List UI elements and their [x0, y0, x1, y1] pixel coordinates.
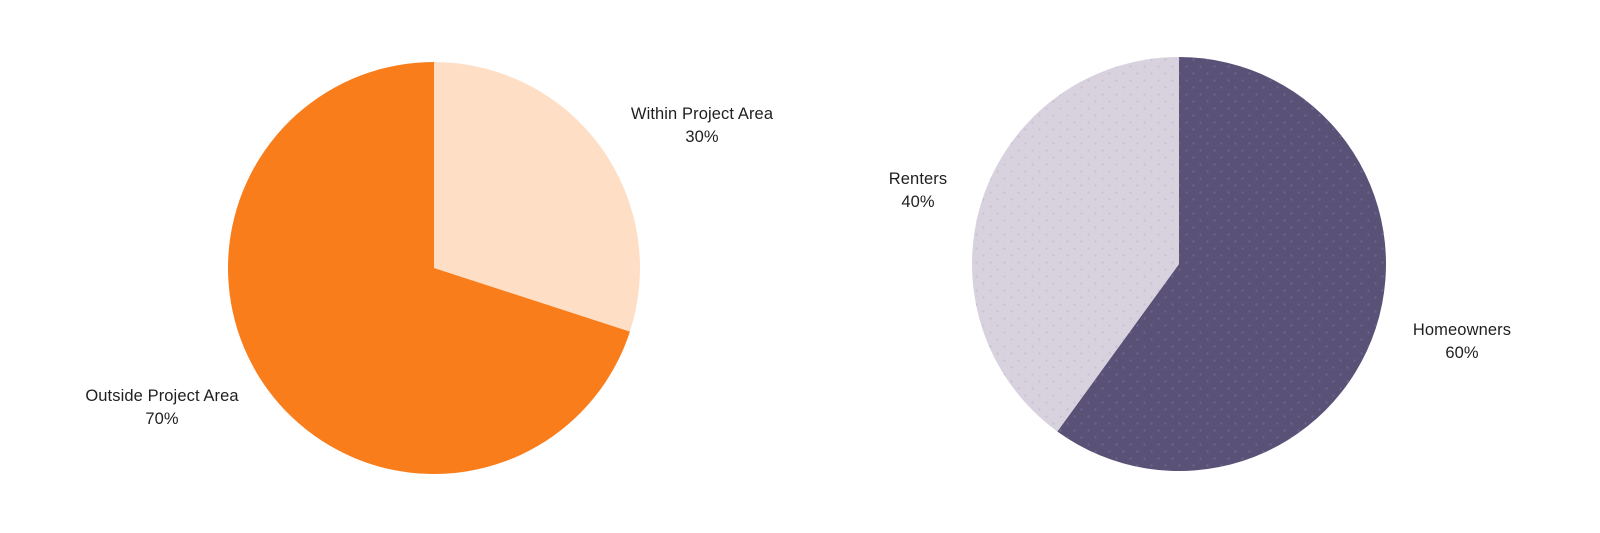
- slice-label-text: Homeowners: [1412, 321, 1512, 339]
- slice-label-homeowners: Homeowners 60%: [1413, 319, 1511, 365]
- pie-slice-texture-homeowners: [1057, 57, 1386, 471]
- slice-label-pct: 70%: [145, 410, 179, 428]
- slice-label-pct: 40%: [901, 193, 935, 211]
- slice-label-within-project-area: Within Project Area 30%: [631, 103, 773, 149]
- pie-chart-tenure: [971, 57, 1386, 471]
- slice-label-renters: Renters 40%: [889, 168, 947, 214]
- slice-label-outside-project-area: Outside Project Area 70%: [85, 385, 238, 431]
- pie-slice-within-project-area: [434, 62, 641, 332]
- pie-slice-texture-renters: [971, 57, 1179, 432]
- pie-chart-project-area: [228, 62, 641, 474]
- slice-label-text: Within Project Area: [630, 105, 774, 123]
- slice-label-pct: 60%: [1445, 344, 1479, 362]
- pie-slice-outside-project-area: [228, 62, 630, 474]
- slice-label-text: Outside Project Area: [85, 387, 239, 405]
- slice-label-text: Renters: [888, 170, 948, 188]
- slice-label-pct: 30%: [685, 128, 719, 146]
